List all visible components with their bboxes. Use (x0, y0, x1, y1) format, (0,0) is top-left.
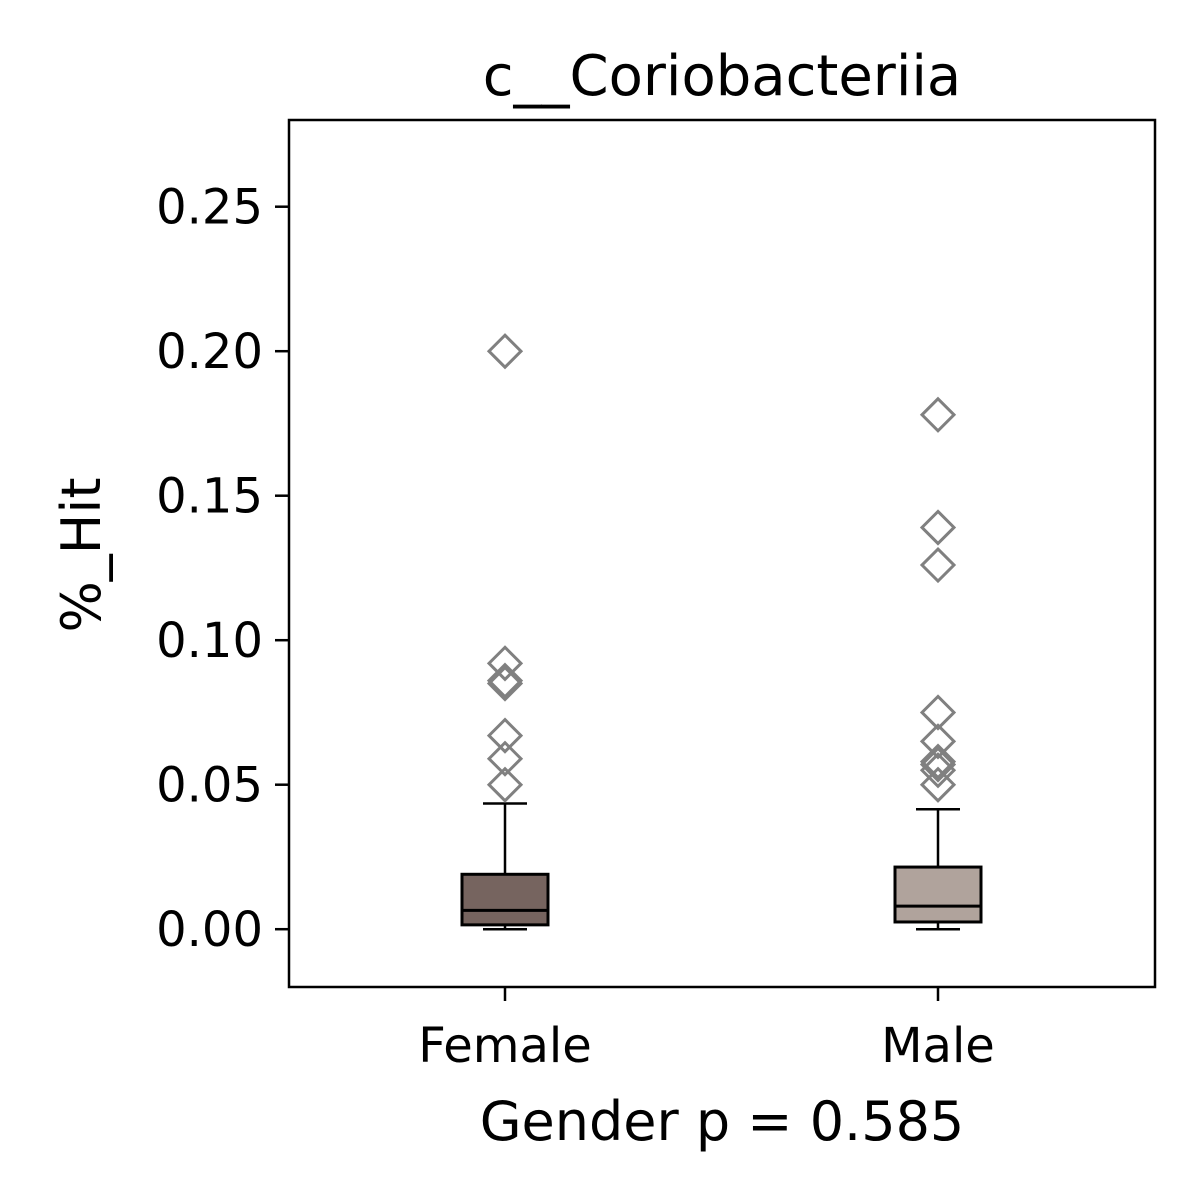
y-tick-label: 0.00 (156, 902, 263, 958)
y-tick-label: 0.20 (156, 324, 263, 380)
outlier-point (919, 396, 957, 433)
y-axis-label: %_Hit (50, 477, 113, 632)
box-male (893, 396, 983, 931)
outlier-point (486, 740, 524, 777)
iqr-box (460, 872, 550, 927)
outlier-point (486, 662, 524, 699)
outlier-point (486, 333, 524, 370)
outlier-point (919, 694, 957, 731)
box-female (460, 333, 550, 931)
y-tick-label: 0.25 (156, 180, 263, 236)
y-tick-label: 0.15 (156, 469, 263, 525)
y-axis: 0.00 0.05 0.10 0.15 0.20 0.25 (156, 180, 289, 958)
x-axis-label: Gender p = 0.585 (480, 1090, 965, 1153)
outlier-point (919, 546, 957, 584)
chart-title: c__Coriobacteriia (483, 44, 962, 109)
outlier-point (486, 766, 524, 803)
outlier-point (919, 752, 957, 789)
y-tick-label: 0.10 (156, 613, 263, 669)
x-axis: Female Male (418, 987, 995, 1074)
x-tick-label: Female (418, 1018, 592, 1074)
y-tick-label: 0.05 (156, 758, 263, 814)
outlier-point (919, 766, 957, 803)
outlier-point (919, 723, 957, 760)
outlier-point (486, 665, 524, 702)
outlier-point (486, 717, 524, 754)
plot-area-frame (287, 118, 1157, 989)
iqr-box (893, 865, 983, 924)
outlier-point (919, 743, 957, 780)
x-tick-label: Male (881, 1018, 995, 1074)
outlier-point (919, 746, 957, 783)
boxes-layer (460, 333, 983, 931)
outlier-point (919, 509, 957, 546)
outlier-point (486, 645, 524, 682)
